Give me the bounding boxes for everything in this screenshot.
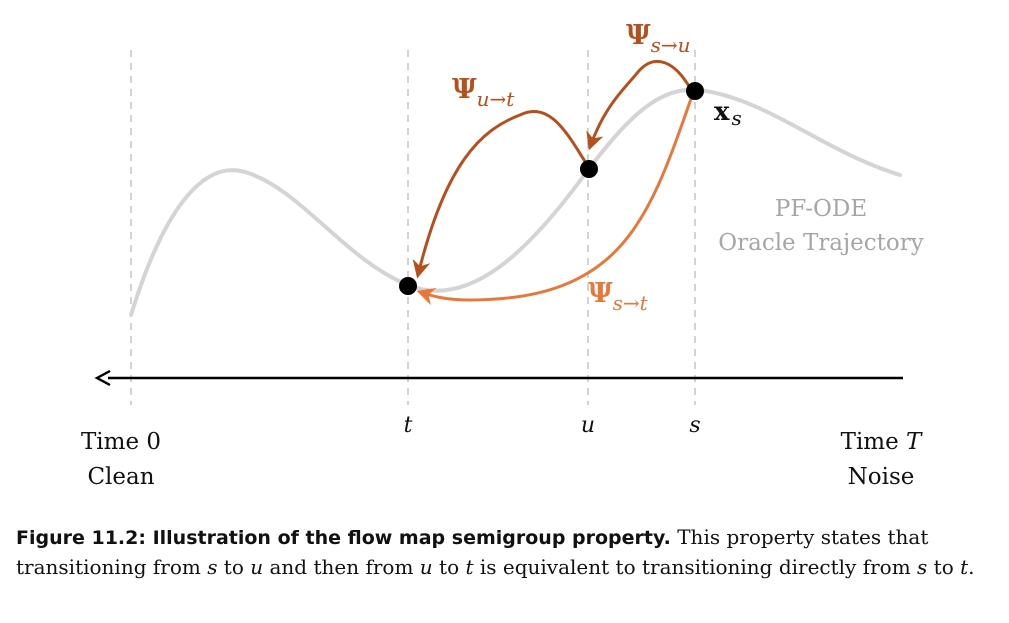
tick-label-t: t xyxy=(404,413,413,438)
clean-label: Clean xyxy=(87,464,154,490)
caption-var-u: u xyxy=(419,555,433,579)
time-t-label: Time T xyxy=(841,429,923,455)
tick-label-s: s xyxy=(689,413,700,438)
caption-var-t: t xyxy=(960,555,969,579)
caption-var-t: t xyxy=(465,555,474,579)
caption-text: and then from xyxy=(263,555,420,579)
time-zero-label: Time 0 xyxy=(81,429,161,455)
caption-text: is equivalent to transitioning directly … xyxy=(473,555,918,579)
psi-s-to-u-arrow xyxy=(586,59,692,151)
psi-s-to-t-arrow xyxy=(416,95,694,306)
psi-s-to-u-label: Ψs→u xyxy=(626,20,691,57)
caption-var-s: s xyxy=(917,555,928,579)
pf-ode-trajectory-curve xyxy=(129,87,902,317)
tick-label-u: u xyxy=(581,413,595,438)
caption-text: to xyxy=(927,555,961,579)
psi-u-to-t-arrow xyxy=(412,109,588,279)
point-x-u xyxy=(580,160,598,178)
caption-text: to xyxy=(217,555,251,579)
caption-text: . xyxy=(968,555,975,579)
caption-text: This property states that transitioning … xyxy=(16,525,929,579)
psi-u-to-t-label: Ψu→t xyxy=(452,74,515,111)
caption-var-u: u xyxy=(250,555,264,579)
caption-lead: Figure 11.2: Illustration of the flow ma… xyxy=(16,527,671,549)
psi-s-to-t-label: Ψs→t xyxy=(588,278,649,315)
caption-text: to xyxy=(432,555,466,579)
time-axis-arrowhead-icon xyxy=(94,369,111,387)
figure-caption: Figure 11.2: Illustration of the flow ma… xyxy=(16,523,992,582)
caption-var-s: s xyxy=(207,555,218,579)
noise-label: Noise xyxy=(848,464,915,490)
trajectory-label-line2: Oracle Trajectory xyxy=(718,230,923,256)
trajectory-label-line1: PF-ODE xyxy=(775,196,867,222)
point-x-s xyxy=(686,82,704,100)
point-x-t xyxy=(399,277,417,295)
